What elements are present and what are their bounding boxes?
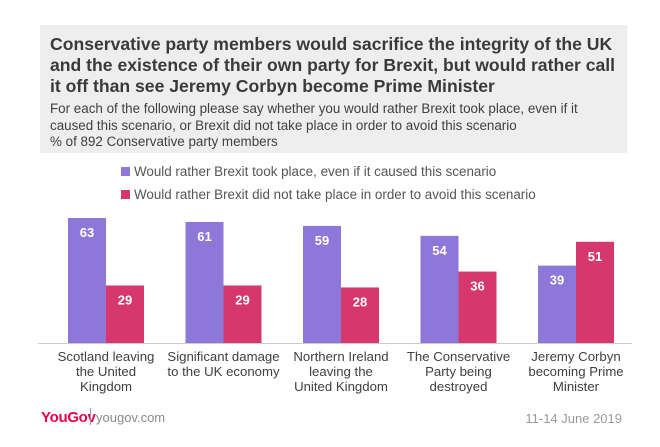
bar-value-label: 59	[315, 233, 329, 248]
footer-date: 11-14 June 2019	[525, 411, 622, 426]
bar-value-label: 28	[353, 294, 367, 309]
footer-site-link: yougov.com	[96, 410, 166, 425]
legend-swatch-pink	[121, 189, 130, 199]
bar-value-label: 63	[80, 225, 94, 240]
bar-series-1-cat-1	[68, 218, 106, 343]
chart-subtitle: For each of the following please say whe…	[50, 101, 578, 133]
bar-value-label: 39	[550, 273, 564, 288]
bar-value-label: 29	[235, 292, 249, 307]
legend-swatch-purple	[121, 166, 130, 176]
bar-series-1-cat-2	[185, 221, 224, 343]
bar-value-label: 54	[432, 243, 447, 258]
legend-label-not-take-place: Would rather Brexit did not take place i…	[134, 186, 536, 202]
chart-title: Conservative party members would sacrifi…	[50, 34, 616, 96]
legend-item-took-place: Would rather Brexit took place, even if …	[121, 163, 536, 179]
bar-series-1-cat-4	[420, 235, 459, 343]
chart-legend: Would rather Brexit took place, even if …	[121, 163, 536, 209]
category-label: Jeremy Corbyn becoming Prime Minister	[528, 349, 623, 394]
category-label: Scotland leaving the United Kingdom	[58, 349, 155, 394]
category-label: Significant damage to the UK economy	[167, 349, 280, 379]
bar-value-label: 61	[197, 229, 211, 244]
yougov-logo: YouGov	[41, 409, 96, 426]
chart-base-note: % of 892 Conservative party members	[50, 134, 278, 149]
bar-series-2-cat-2	[223, 285, 262, 343]
bar-value-label: 29	[118, 292, 132, 307]
bar-value-label: 51	[588, 249, 602, 264]
footer-divider	[90, 408, 91, 425]
bar-value-label: 36	[470, 279, 484, 294]
category-label: Northern Ireland leaving the United Kingdo…	[293, 349, 388, 394]
legend-item-not-take-place: Would rather Brexit did not take place i…	[121, 186, 536, 202]
bar-series-1-cat-3	[303, 225, 341, 343]
bar-series-2-cat-4	[458, 271, 497, 343]
category-label: The Conservative Party being destroyed	[407, 349, 510, 394]
bar-series-1-cat-5	[538, 265, 576, 343]
legend-label-took-place: Would rather Brexit took place, even if …	[134, 163, 497, 179]
bar-series-2-cat-5	[576, 241, 614, 343]
bar-series-2-cat-1	[106, 285, 144, 343]
chart-header: Conservative party members would sacrifi…	[40, 25, 627, 153]
bar-series-2-cat-3	[341, 287, 379, 343]
